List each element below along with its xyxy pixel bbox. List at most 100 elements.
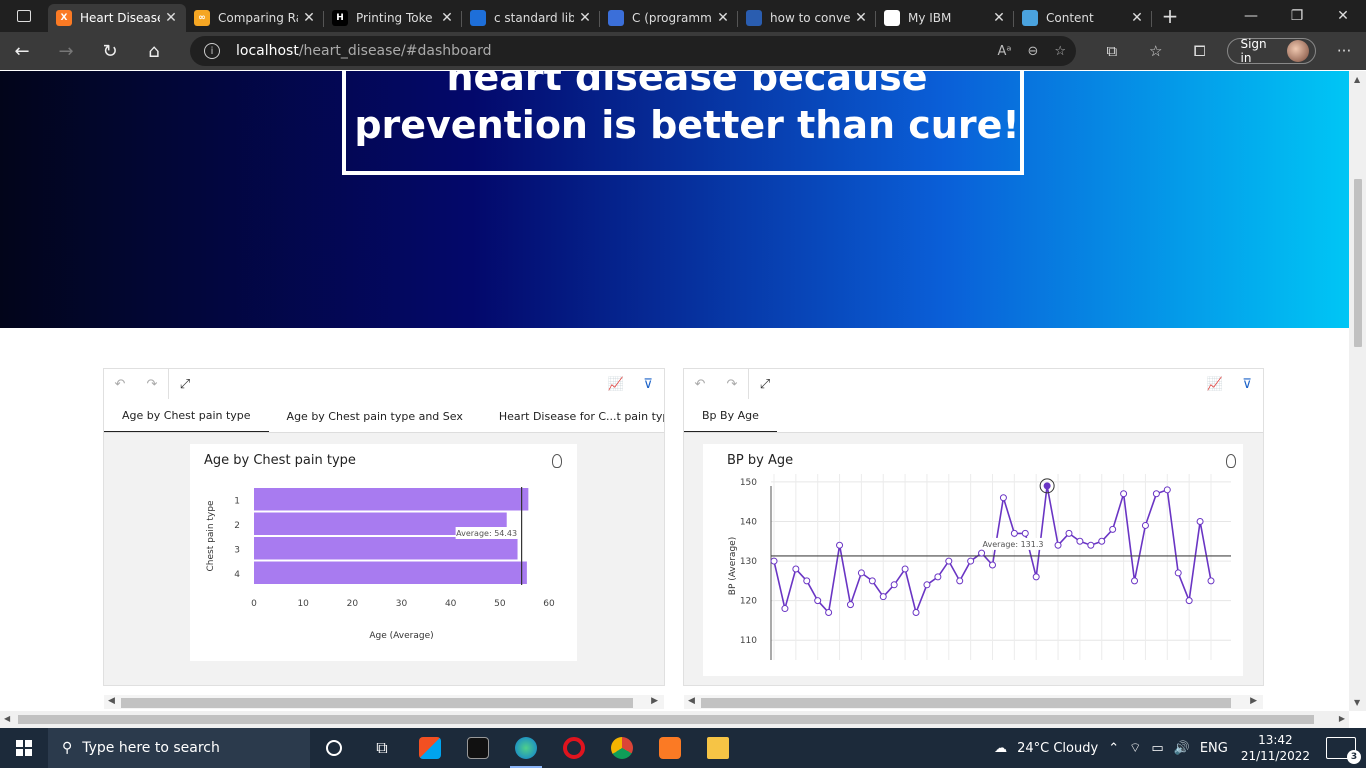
menu-icon[interactable]: ··· bbox=[1336, 42, 1352, 60]
show-hidden-icons-icon[interactable]: ⌃ bbox=[1108, 740, 1120, 756]
tab-age-by-chest-pain[interactable]: Age by Chest pain type bbox=[104, 399, 269, 432]
insight-bulb-icon[interactable] bbox=[1226, 454, 1236, 468]
network-icon[interactable]: ⌔ bbox=[1129, 741, 1142, 756]
sign-in-button[interactable]: Sign in bbox=[1227, 37, 1317, 65]
taskbar-search-placeholder: Type here to search bbox=[82, 740, 220, 756]
y-tick-label: 130 bbox=[740, 557, 757, 567]
browser-tab[interactable]: X Heart Disease ✕ bbox=[48, 4, 186, 32]
home-button[interactable]: ⌂ bbox=[148, 40, 160, 62]
read-aloud-icon[interactable]: Aᵃ bbox=[997, 43, 1012, 59]
weather-text[interactable]: 24°C Cloudy bbox=[1017, 740, 1099, 756]
extensions-icon[interactable]: ⧉ bbox=[1106, 42, 1118, 60]
page-vertical-scrollbar[interactable]: ▲ ▼ bbox=[1349, 71, 1366, 711]
browser-tab[interactable]: H Printing Toke ✕ bbox=[324, 4, 462, 32]
minimize-button[interactable]: — bbox=[1244, 8, 1258, 24]
collections-icon[interactable]: ⧠ bbox=[1193, 42, 1206, 60]
tab-heart-disease-chest-pain[interactable]: Heart Disease for C...t pain type an bbox=[498, 409, 664, 423]
weather-icon[interactable]: ☁ bbox=[994, 740, 1008, 756]
restore-button[interactable]: ❐ bbox=[1290, 8, 1304, 24]
tab-close-icon[interactable]: ✕ bbox=[579, 10, 591, 26]
expand-icon[interactable]: ⤢ bbox=[759, 376, 771, 392]
tab-close-icon[interactable]: ✕ bbox=[441, 10, 453, 26]
task-view-icon[interactable]: ⧉ bbox=[376, 738, 388, 757]
edge-icon[interactable] bbox=[502, 728, 550, 768]
notification-count: 3 bbox=[1347, 750, 1361, 764]
scroll-up-arrow[interactable]: ▲ bbox=[1354, 75, 1361, 84]
clock[interactable]: 13:42 21/11/2022 bbox=[1233, 732, 1318, 764]
scroll-left-arrow[interactable]: ◀ bbox=[4, 714, 11, 723]
data-point bbox=[1109, 525, 1117, 533]
chrome-icon[interactable] bbox=[598, 728, 646, 768]
undo-icon[interactable]: ↶ bbox=[694, 376, 706, 392]
scroll-right-arrow[interactable]: ▶ bbox=[651, 696, 658, 706]
start-button[interactable] bbox=[0, 728, 48, 768]
expand-icon[interactable]: ⤢ bbox=[179, 376, 191, 392]
redo-icon[interactable]: ↷ bbox=[146, 376, 158, 392]
card-title: Age by Chest pain type bbox=[204, 453, 356, 468]
scroll-thumb[interactable] bbox=[701, 698, 1231, 708]
undo-icon[interactable]: ↶ bbox=[114, 376, 126, 392]
data-point bbox=[814, 597, 822, 605]
browser-tab[interactable]: C (programm ✕ bbox=[600, 4, 738, 32]
battery-icon[interactable]: ▭ bbox=[1151, 740, 1164, 756]
language-indicator[interactable]: ENG bbox=[1199, 740, 1228, 756]
tab-close-icon[interactable]: ✕ bbox=[717, 10, 729, 26]
browser-tab[interactable]: Content ✕ bbox=[1014, 4, 1152, 32]
address-bar[interactable]: i localhost/heart_disease/#dashboard Aᵃ … bbox=[190, 36, 1076, 66]
browser-tab[interactable]: ∞ Comparing Ra ✕ bbox=[186, 4, 324, 32]
scroll-thumb[interactable] bbox=[121, 698, 633, 708]
tab-separator bbox=[461, 11, 462, 27]
filter-icon[interactable]: ⊽ bbox=[1242, 376, 1252, 392]
notifications-button[interactable]: 3 bbox=[1326, 737, 1361, 764]
taskbar-search[interactable]: ⚲ Type here to search bbox=[48, 728, 310, 768]
scroll-right-arrow[interactable]: ▶ bbox=[1250, 696, 1257, 706]
file-explorer-icon[interactable] bbox=[694, 728, 742, 768]
xampp-icon[interactable] bbox=[646, 728, 694, 768]
back-button[interactable]: ← bbox=[14, 40, 30, 62]
site-info-icon[interactable]: i bbox=[204, 43, 220, 59]
store-icon[interactable] bbox=[406, 728, 454, 768]
data-point bbox=[1043, 482, 1051, 490]
cortana-icon[interactable] bbox=[310, 728, 358, 768]
new-tab-button[interactable]: + bbox=[1161, 4, 1179, 28]
tab-list: X Heart Disease ✕ ∞ Comparing Ra ✕ H Printing T… bbox=[48, 0, 1152, 32]
terminal-icon[interactable] bbox=[454, 728, 502, 768]
chart-type-icon[interactable]: 📈 bbox=[1206, 376, 1224, 392]
data-point bbox=[825, 609, 833, 617]
zoom-icon[interactable]: ⊖ bbox=[1027, 43, 1039, 59]
favorite-add-icon[interactable]: ☆ bbox=[1054, 43, 1066, 59]
filter-icon[interactable]: ⊽ bbox=[643, 376, 653, 392]
tab-actions-button[interactable] bbox=[0, 0, 48, 32]
tab-age-by-chest-pain-sex[interactable]: Age by Chest pain type and Sex bbox=[286, 409, 463, 423]
tab-bp-by-age[interactable]: Bp By Age bbox=[684, 399, 777, 432]
chart-type-icon[interactable]: 📈 bbox=[607, 376, 625, 392]
tab-close-icon[interactable]: ✕ bbox=[303, 10, 315, 26]
left-panel-scrollbar[interactable]: ◀ ▶ bbox=[104, 695, 664, 709]
tab-close-icon[interactable]: ✕ bbox=[165, 10, 177, 26]
scroll-left-arrow[interactable]: ◀ bbox=[688, 696, 695, 706]
tab-close-icon[interactable]: ✕ bbox=[1131, 10, 1143, 26]
scroll-down-arrow[interactable]: ▼ bbox=[1354, 698, 1361, 707]
insight-bulb-icon[interactable] bbox=[552, 454, 562, 468]
refresh-button[interactable]: ↻ bbox=[102, 40, 118, 62]
vertical-scroll-thumb[interactable] bbox=[1354, 179, 1362, 347]
browser-tab[interactable]: My IBM ✕ bbox=[876, 4, 1014, 32]
forward-button[interactable]: → bbox=[58, 40, 74, 62]
tab-close-icon[interactable]: ✕ bbox=[855, 10, 867, 26]
favorites-icon[interactable]: ☆ bbox=[1149, 42, 1163, 60]
bar bbox=[254, 537, 518, 560]
opera-icon[interactable] bbox=[550, 728, 598, 768]
page-horizontal-scrollbar[interactable]: ◀ ▶ bbox=[0, 711, 1349, 728]
system-tray: ☁ 24°C Cloudy ⌃ ⌔ ▭ 🔊 ENG 13:42 21/11/20… bbox=[989, 728, 1366, 768]
volume-icon[interactable]: 🔊 bbox=[1173, 740, 1190, 756]
scroll-right-arrow[interactable]: ▶ bbox=[1338, 714, 1345, 723]
left-widget-panel: ↶ ↷ ⤢ 📈 ⊽ Age by Chest pain type Age by … bbox=[103, 368, 665, 709]
close-window-button[interactable]: ✕ bbox=[1337, 8, 1349, 24]
scroll-left-arrow[interactable]: ◀ bbox=[108, 696, 115, 706]
tab-close-icon[interactable]: ✕ bbox=[993, 10, 1005, 26]
right-panel-scrollbar[interactable]: ◀ ▶ bbox=[684, 695, 1263, 709]
redo-icon[interactable]: ↷ bbox=[726, 376, 738, 392]
browser-tab[interactable]: c standard lib ✕ bbox=[462, 4, 600, 32]
browser-tab[interactable]: how to conve ✕ bbox=[738, 4, 876, 32]
horizontal-scroll-thumb[interactable] bbox=[18, 715, 1314, 724]
